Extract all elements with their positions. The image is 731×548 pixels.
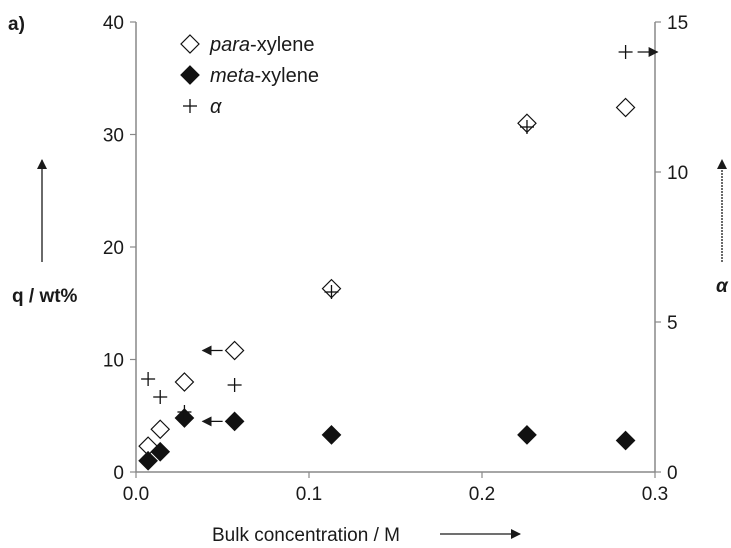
x-axis-ticks: 0.0 0.1 0.2 0.3 <box>123 472 668 505</box>
y-left-tick-label: 10 <box>103 351 124 372</box>
data-point <box>150 419 171 440</box>
annotations <box>201 47 659 427</box>
panel-label: a) <box>8 14 25 35</box>
legend-marker <box>180 34 200 54</box>
y-left-tick-label: 0 <box>113 463 124 484</box>
data-series <box>138 45 636 471</box>
legend-marker <box>180 65 200 85</box>
y-left-axis-label: q / wt% <box>12 286 78 307</box>
data-point <box>324 285 339 299</box>
x-tick-label: 0.0 <box>123 484 149 505</box>
data-point <box>150 441 171 462</box>
legend-marker <box>183 99 197 113</box>
legend-entry: meta-xylene <box>180 65 319 87</box>
data-point <box>174 372 195 392</box>
y-right-tick-label: 0 <box>667 463 678 484</box>
data-point <box>141 372 156 386</box>
y-left-tick-label: 40 <box>103 13 124 34</box>
legend-label: para-xylene <box>209 34 315 56</box>
legend-entry: para-xylene <box>180 34 315 56</box>
legend-label: α <box>210 96 222 118</box>
x-axis-label: Bulk concentration / M <box>212 525 400 546</box>
data-point <box>224 411 245 432</box>
y-left-tick-label: 30 <box>103 126 124 147</box>
legend-label: meta-xylene <box>210 65 319 87</box>
data-point <box>153 390 168 404</box>
series-2 <box>138 408 636 471</box>
data-point <box>615 97 636 118</box>
data-point <box>615 430 636 451</box>
y-right-tick-label: 15 <box>667 13 688 34</box>
legend: para-xylene meta-xylene α <box>180 34 319 118</box>
y-right-tick-label: 10 <box>667 163 688 184</box>
series-3 <box>141 45 633 419</box>
data-point <box>224 340 245 361</box>
x-tick-label: 0.1 <box>296 484 322 505</box>
y-right-axis-label: α <box>716 276 729 297</box>
y-right-tick-label: 5 <box>667 313 678 334</box>
x-tick-label: 0.3 <box>642 484 668 505</box>
y-left-tick-label: 20 <box>103 238 124 259</box>
legend-entry: α <box>183 96 222 118</box>
data-point <box>517 425 537 445</box>
data-point <box>227 378 242 392</box>
y-left-axis-ticks: 0 10 20 30 40 <box>103 13 136 484</box>
y-right-axis-ticks: 0 5 10 15 <box>655 13 688 484</box>
data-point <box>138 450 158 471</box>
data-point <box>177 405 192 419</box>
series-1 <box>138 97 636 456</box>
data-point <box>519 120 534 134</box>
data-point <box>618 45 633 59</box>
x-tick-label: 0.2 <box>469 484 495 505</box>
data-point <box>321 425 342 445</box>
